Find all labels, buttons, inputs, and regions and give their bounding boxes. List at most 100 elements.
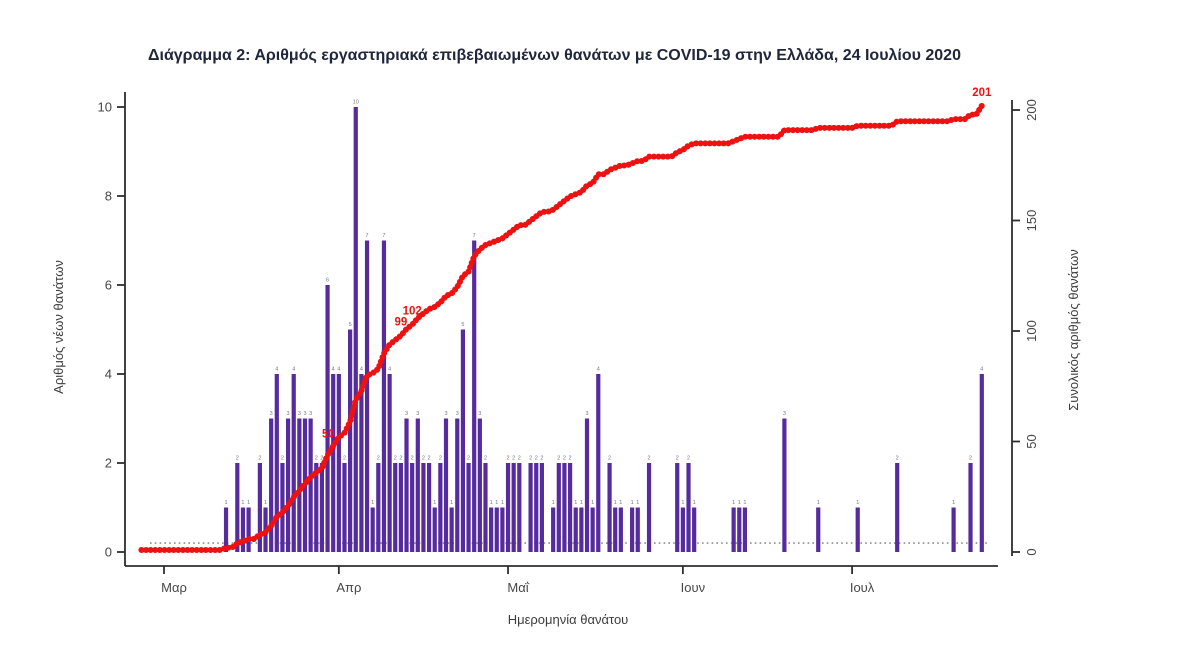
cumulative-line-path bbox=[138, 102, 985, 553]
x-axis-tick-label: Απρ bbox=[336, 580, 361, 595]
x-axis-tick-label: Ιουλ bbox=[850, 580, 875, 595]
bar-value-label: 10 bbox=[353, 100, 359, 106]
bar-value-label: 2 bbox=[529, 456, 532, 462]
bar bbox=[364, 240, 370, 552]
bar-value-label: 1 bbox=[817, 500, 820, 506]
bar-value-label: 1 bbox=[580, 500, 583, 506]
bar bbox=[979, 374, 984, 552]
bar-value-label: 2 bbox=[569, 456, 572, 462]
x-axis-tick-label: Μαρ bbox=[161, 580, 187, 595]
bar-value-label: 3 bbox=[416, 411, 419, 417]
x-axis-tick-label: Μαΐ bbox=[507, 580, 529, 595]
bar bbox=[280, 463, 285, 552]
bar-value-label: 2 bbox=[315, 456, 318, 462]
bar bbox=[331, 374, 336, 552]
y-left-axis-title: Αριθμός νέων θανάτων bbox=[51, 260, 66, 394]
bar-value-label: 3 bbox=[298, 411, 301, 417]
bar-value-label: 1 bbox=[693, 500, 696, 506]
bar-value-label: 5 bbox=[461, 322, 464, 328]
bar bbox=[308, 418, 313, 552]
milestone-label: 201 bbox=[972, 87, 992, 99]
bar bbox=[494, 507, 499, 552]
bar-value-label: 1 bbox=[450, 500, 453, 506]
bar-value-label: 2 bbox=[518, 456, 521, 462]
bar bbox=[573, 507, 578, 552]
bar-value-label: 1 bbox=[574, 500, 577, 506]
y-right-tick-label: 0 bbox=[1024, 548, 1039, 555]
bar bbox=[404, 418, 409, 552]
bar bbox=[466, 463, 471, 552]
bar-value-label: 1 bbox=[743, 500, 746, 506]
bar-value-label: 1 bbox=[501, 500, 504, 506]
bar bbox=[500, 507, 505, 552]
bar-value-label: 2 bbox=[343, 456, 346, 462]
bar-value-label: 7 bbox=[382, 233, 385, 239]
bar-value-label: 2 bbox=[557, 456, 560, 462]
bar bbox=[630, 507, 635, 552]
bar-value-label: 1 bbox=[738, 500, 741, 506]
bar bbox=[472, 240, 477, 552]
bar bbox=[692, 507, 697, 552]
bar-value-label: 2 bbox=[411, 456, 414, 462]
y-right-tick-label: 150 bbox=[1024, 210, 1039, 232]
bar bbox=[449, 507, 454, 552]
bar bbox=[675, 463, 680, 552]
bar-value-label: 2 bbox=[563, 456, 566, 462]
bar-value-label: 2 bbox=[648, 456, 651, 462]
bar-value-label: 2 bbox=[236, 456, 239, 462]
bar bbox=[562, 463, 567, 552]
y-left-tick-label: 2 bbox=[105, 456, 112, 471]
bar-value-label: 3 bbox=[783, 411, 786, 417]
bar bbox=[297, 418, 302, 552]
bar bbox=[410, 463, 415, 552]
bar-value-label: 1 bbox=[952, 500, 955, 506]
bar bbox=[895, 463, 900, 552]
y-left-tick-label: 0 bbox=[105, 545, 112, 560]
bar-value-label: 2 bbox=[676, 456, 679, 462]
bar-value-label: 4 bbox=[980, 367, 983, 373]
bar bbox=[505, 463, 511, 552]
bar bbox=[455, 418, 460, 552]
bar bbox=[613, 507, 618, 552]
bar-value-label: 2 bbox=[258, 456, 261, 462]
bar bbox=[590, 507, 595, 552]
milestone-label: 50 bbox=[322, 429, 335, 441]
bar bbox=[291, 374, 296, 552]
bar-value-label: 1 bbox=[631, 500, 634, 506]
bar bbox=[223, 507, 229, 552]
bar-value-label: 1 bbox=[614, 500, 617, 506]
bar-value-label: 1 bbox=[591, 500, 594, 506]
bar bbox=[285, 418, 291, 552]
bar bbox=[421, 463, 426, 552]
bar bbox=[731, 507, 736, 552]
bar-value-label: 1 bbox=[371, 500, 374, 506]
bar bbox=[240, 507, 246, 552]
milestone-label: 102 bbox=[403, 306, 422, 318]
bar bbox=[680, 507, 685, 552]
bar bbox=[737, 507, 742, 552]
bar-value-label: 1 bbox=[732, 500, 735, 506]
bar-value-label: 4 bbox=[292, 367, 295, 373]
bar bbox=[517, 463, 522, 552]
x-axis-tick-label: Ιουν bbox=[681, 580, 705, 595]
bar-value-label: 2 bbox=[484, 456, 487, 462]
bar-value-label: 6 bbox=[326, 278, 329, 284]
bar-value-label: 4 bbox=[275, 367, 278, 373]
bar bbox=[477, 418, 482, 552]
bar bbox=[376, 463, 381, 552]
x-axis-title: Ημερομηνία θανάτου bbox=[508, 612, 629, 627]
bar-value-label: 2 bbox=[422, 456, 425, 462]
bar bbox=[353, 107, 358, 552]
bar bbox=[567, 463, 573, 552]
bar bbox=[381, 240, 387, 552]
bar-value-label: 3 bbox=[405, 411, 408, 417]
bar bbox=[443, 418, 449, 552]
bar bbox=[686, 463, 691, 552]
bar-value-label: 1 bbox=[225, 500, 228, 506]
bar-value-label: 2 bbox=[896, 456, 899, 462]
bar bbox=[387, 374, 392, 552]
